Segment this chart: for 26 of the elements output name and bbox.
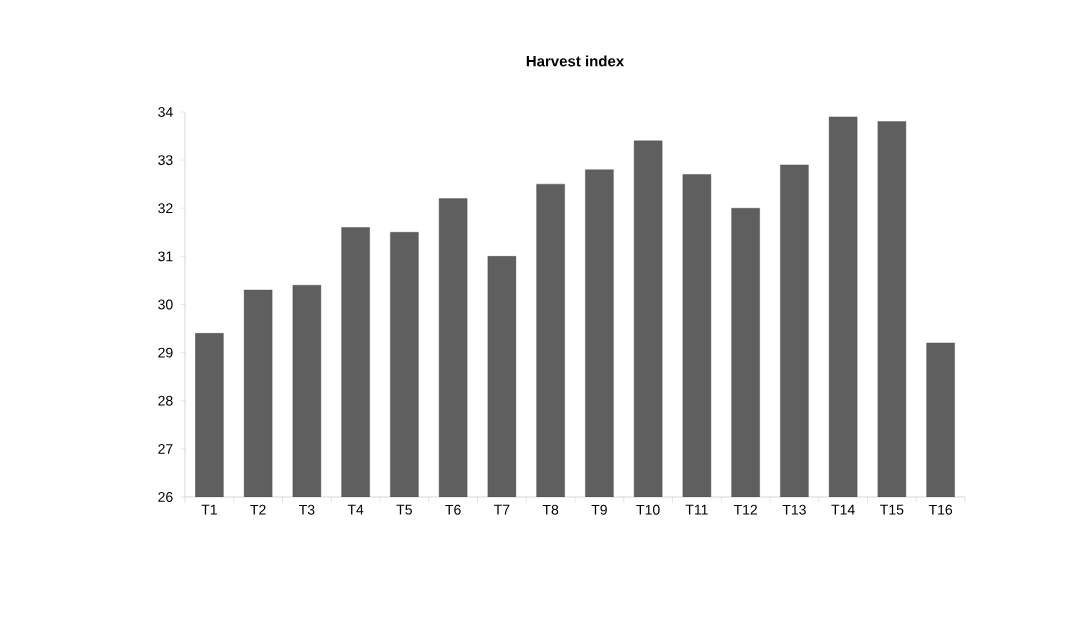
x-tick-label: T4 <box>347 504 364 515</box>
x-tick-label: T6 <box>445 504 461 515</box>
x-tick-label: T3 <box>299 504 315 515</box>
y-tick-label: 26 <box>158 492 173 502</box>
x-tick-label: T1 <box>201 504 217 515</box>
chart-title: Harvest index <box>526 55 625 67</box>
y-tick-label: 33 <box>158 155 173 166</box>
x-tick-label: T10 <box>636 504 660 515</box>
x-tick-label: T8 <box>542 504 559 515</box>
x-tick-label: T12 <box>733 504 757 515</box>
x-tick-label: T5 <box>396 504 412 515</box>
x-tick-label: T11 <box>685 504 708 515</box>
y-tick-label: 32 <box>158 203 173 214</box>
x-tick-label: T15 <box>880 504 904 515</box>
x-tick-label: T16 <box>928 504 953 515</box>
y-tick-label: 29 <box>158 347 173 358</box>
y-tick-label: 31 <box>158 251 173 262</box>
y-tick-label: 27 <box>158 443 173 454</box>
x-tick-label: T14 <box>831 504 855 515</box>
x-tick-label: T7 <box>494 504 510 515</box>
x-tick-label: T13 <box>782 504 806 515</box>
y-tick-label: 28 <box>158 395 173 406</box>
y-tick-label: 34 <box>158 107 173 117</box>
x-tick-label: T9 <box>591 504 607 515</box>
x-tick-label: T2 <box>250 504 266 515</box>
y-tick-label: 30 <box>158 299 173 310</box>
